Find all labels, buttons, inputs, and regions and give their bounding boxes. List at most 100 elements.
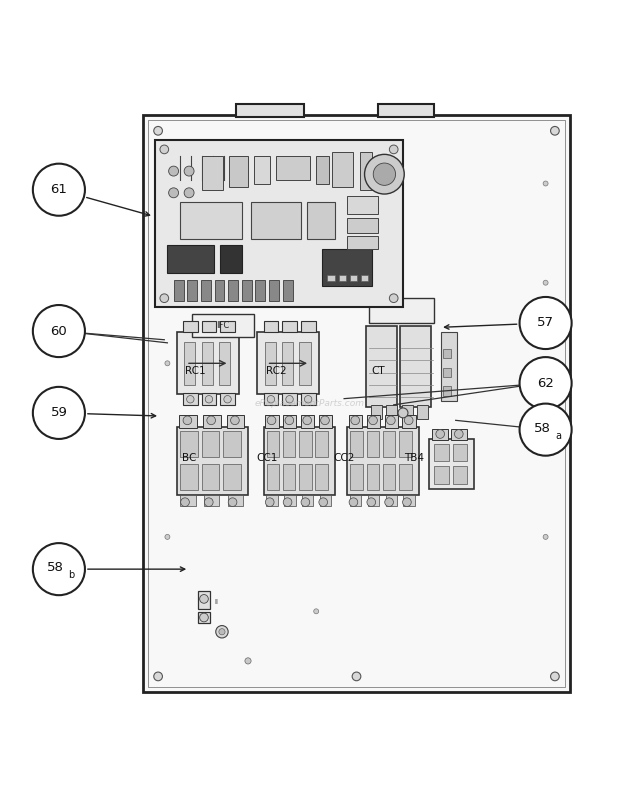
- Circle shape: [285, 416, 294, 425]
- Circle shape: [543, 534, 548, 539]
- Text: eReplacementParts.com: eReplacementParts.com: [255, 399, 365, 408]
- Text: 57: 57: [537, 316, 554, 329]
- Circle shape: [264, 181, 269, 186]
- Bar: [301, 321, 316, 332]
- Bar: [198, 591, 210, 610]
- Bar: [429, 439, 474, 489]
- Bar: [299, 464, 312, 489]
- Bar: [432, 429, 448, 441]
- Circle shape: [202, 597, 207, 602]
- Bar: [204, 495, 219, 506]
- Bar: [361, 276, 368, 281]
- Circle shape: [183, 416, 192, 425]
- Bar: [229, 155, 248, 187]
- Bar: [443, 368, 451, 377]
- Circle shape: [187, 396, 194, 403]
- Bar: [316, 464, 328, 489]
- Bar: [220, 393, 235, 405]
- Bar: [183, 393, 198, 405]
- Bar: [368, 495, 379, 506]
- Circle shape: [169, 166, 179, 176]
- Bar: [177, 332, 239, 394]
- Bar: [228, 495, 243, 506]
- Circle shape: [165, 534, 170, 539]
- Bar: [404, 495, 415, 506]
- Bar: [350, 276, 357, 281]
- Bar: [302, 495, 314, 506]
- Bar: [283, 416, 296, 428]
- Bar: [255, 280, 265, 301]
- Bar: [349, 416, 362, 428]
- Circle shape: [33, 305, 85, 357]
- Bar: [434, 466, 449, 484]
- Text: 58: 58: [533, 422, 551, 435]
- Bar: [180, 202, 242, 239]
- Circle shape: [286, 396, 293, 403]
- Circle shape: [200, 613, 208, 622]
- Bar: [180, 431, 198, 457]
- Circle shape: [184, 188, 194, 198]
- Bar: [266, 495, 278, 506]
- Bar: [283, 431, 296, 457]
- Circle shape: [160, 294, 169, 303]
- Circle shape: [321, 416, 329, 425]
- Bar: [441, 332, 457, 400]
- Circle shape: [207, 416, 216, 425]
- Bar: [202, 155, 223, 190]
- Text: BC: BC: [182, 453, 197, 462]
- Circle shape: [389, 145, 398, 154]
- Bar: [264, 427, 335, 495]
- Bar: [215, 280, 224, 301]
- Circle shape: [216, 626, 228, 638]
- Bar: [192, 314, 254, 337]
- Bar: [220, 321, 235, 332]
- Text: a: a: [555, 431, 561, 441]
- Bar: [180, 495, 196, 506]
- Circle shape: [369, 416, 378, 425]
- Circle shape: [184, 166, 194, 176]
- Circle shape: [314, 609, 319, 614]
- Circle shape: [33, 163, 85, 215]
- Bar: [174, 280, 184, 301]
- Circle shape: [205, 498, 213, 506]
- Text: RC2: RC2: [265, 366, 286, 376]
- Bar: [223, 464, 241, 489]
- Bar: [327, 276, 335, 281]
- Bar: [386, 405, 397, 419]
- Circle shape: [373, 163, 396, 185]
- Bar: [177, 427, 248, 495]
- Circle shape: [33, 387, 85, 439]
- Bar: [251, 202, 301, 239]
- Bar: [301, 393, 316, 405]
- Circle shape: [351, 416, 360, 425]
- Bar: [453, 466, 467, 484]
- Bar: [350, 495, 361, 506]
- Bar: [347, 196, 378, 215]
- Bar: [322, 248, 372, 286]
- Bar: [369, 298, 434, 323]
- Bar: [201, 280, 211, 301]
- Circle shape: [228, 498, 237, 506]
- Circle shape: [165, 181, 170, 186]
- Bar: [378, 104, 434, 116]
- Bar: [179, 416, 197, 428]
- Circle shape: [301, 498, 310, 506]
- Bar: [307, 202, 335, 239]
- Bar: [198, 612, 210, 623]
- Bar: [299, 431, 312, 457]
- Text: b: b: [68, 570, 74, 581]
- Bar: [299, 341, 311, 385]
- Bar: [282, 321, 297, 332]
- Circle shape: [349, 498, 358, 506]
- Bar: [347, 218, 378, 233]
- Text: CC1: CC1: [256, 453, 277, 462]
- Bar: [451, 429, 467, 441]
- Bar: [202, 431, 219, 457]
- Circle shape: [200, 594, 208, 603]
- Bar: [167, 245, 214, 273]
- Bar: [202, 341, 213, 385]
- Bar: [202, 321, 216, 332]
- Bar: [264, 393, 278, 405]
- Circle shape: [352, 672, 361, 681]
- Bar: [265, 416, 278, 428]
